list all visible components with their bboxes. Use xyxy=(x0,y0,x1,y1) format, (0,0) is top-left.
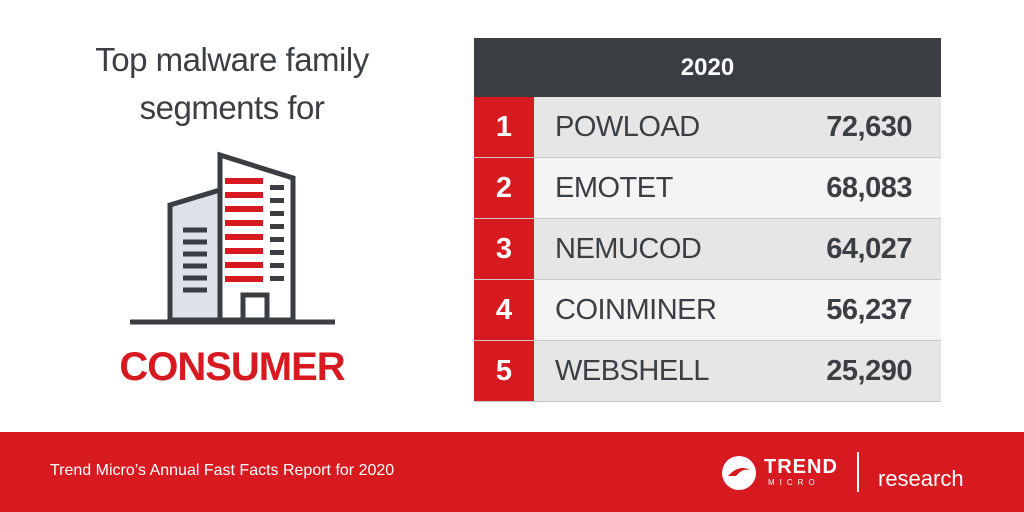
logo-mark xyxy=(722,456,756,490)
title: Top malware family segments for xyxy=(95,41,369,126)
brand-sub: MICRO xyxy=(768,478,820,487)
segment-label: CONSUMER xyxy=(119,345,345,389)
table-header: 2020 xyxy=(474,38,941,97)
table-row: 5 WEBSHELL 25,290 xyxy=(474,341,941,402)
footer-text: Trend Micro’s Annual Fast Facts Report f… xyxy=(50,462,395,479)
rank-cell: 2 xyxy=(474,158,534,218)
family-cell: COINMINER xyxy=(555,293,717,326)
table-body: 1 POWLOAD 72,630 2 EMOTET 68,083 3 NEMUCOD 64,02… xyxy=(474,97,941,402)
table-row: 2 EMOTET 68,083 xyxy=(474,158,941,219)
table: 2020 1 POWLOAD 72,630 2 EMOTET 68,083 3 NEMUCOD… xyxy=(474,38,941,402)
count-cell: 68,083 xyxy=(826,171,912,204)
count-cell: 25,290 xyxy=(826,354,912,387)
count-cell: 72,630 xyxy=(826,110,912,143)
footer: Trend Micro’s Annual Fast Facts Report f… xyxy=(0,432,1024,512)
count-cell: 64,027 xyxy=(826,232,912,265)
family-cell: NEMUCOD xyxy=(555,232,702,265)
divider xyxy=(857,452,859,492)
count-cell: 56,237 xyxy=(826,293,912,326)
table-row: 3 NEMUCOD 64,027 xyxy=(474,219,941,280)
rank-cell: 3 xyxy=(474,219,534,279)
family-cell: POWLOAD xyxy=(555,110,700,143)
family-cell: EMOTET xyxy=(555,171,673,204)
brand: TREND xyxy=(764,456,838,478)
rank-cell: 1 xyxy=(474,97,534,157)
table-row: 4 COINMINER 56,237 xyxy=(474,280,941,341)
rank-cell: 4 xyxy=(474,280,534,340)
rank-cell: 5 xyxy=(474,341,534,401)
building-icon xyxy=(130,151,335,325)
table-row: 1 POWLOAD 72,630 xyxy=(474,97,941,158)
family-cell: WEBSHELL xyxy=(555,354,709,387)
research: research xyxy=(878,466,964,491)
